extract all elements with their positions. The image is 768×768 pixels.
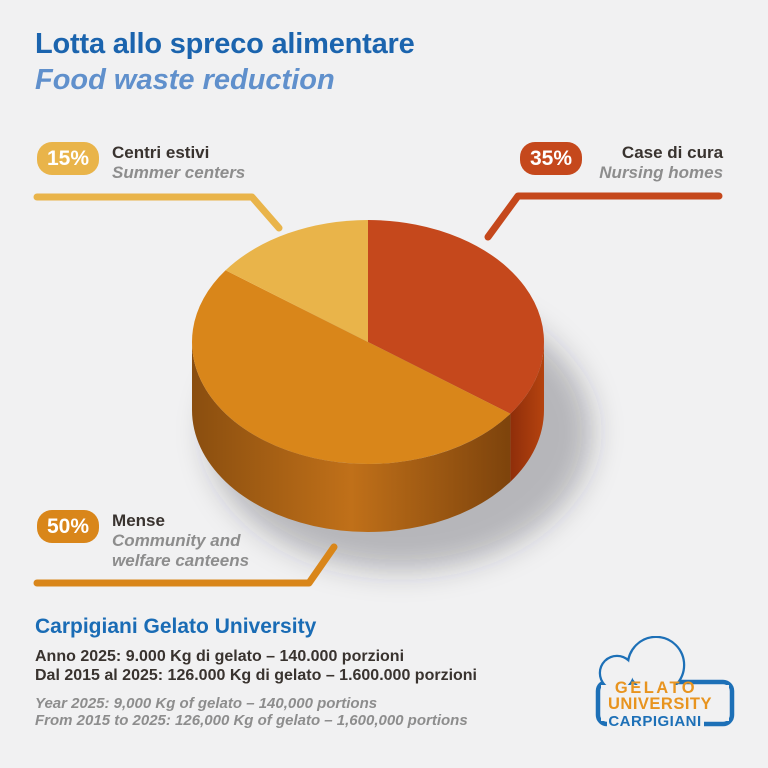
logo-frame-fill — [601, 685, 729, 721]
connector-summer-centers — [33, 193, 283, 232]
label-subtitle-en: Nursing homes — [599, 163, 724, 182]
label-subtitle-en: Community and welfare canteens — [112, 531, 250, 570]
label-nursing-homes: 35% Case di cura Nursing homes — [520, 142, 723, 183]
pie-slice-canteens — [191, 270, 511, 464]
header: Lotta allo spreco alimentare Food waste … — [35, 28, 415, 97]
footer-title: Carpigiani Gelato University — [35, 615, 317, 638]
label-summer-centers: 15% Centri estivi Summer centers — [37, 142, 245, 183]
label-title-it: Centri estivi — [112, 143, 210, 162]
pie-side-nursing-homes — [510, 342, 544, 482]
label-text-nursing-homes: Case di cura Nursing homes — [595, 142, 723, 183]
label-text-summer-centers: Centri estivi Summer centers — [112, 142, 245, 183]
logo-bottom-mask — [607, 716, 704, 730]
stat-range-it: Dal 2015 al 2025: 126.000 Kg di gelato –… — [35, 667, 477, 684]
page-subtitle: Food waste reduction — [35, 64, 335, 96]
connector-canteens — [33, 543, 338, 587]
stat-year-it: Anno 2025: 9.000 Kg di gelato – 140.000 … — [35, 648, 405, 665]
pie-slice-nursing-homes — [368, 220, 544, 414]
logo-line-gelato: GELATO — [615, 679, 697, 697]
connector-nursing-homes — [484, 192, 723, 241]
pct-badge-summer-centers: 15% — [37, 142, 100, 175]
label-text-canteens: Mense Community and welfare canteens — [112, 510, 294, 571]
label-canteens: 50% Mense Community and welfare canteens — [37, 510, 294, 571]
logo-cloud-fill-big — [629, 638, 683, 692]
logo-cloud-fill-small — [601, 657, 633, 689]
pie-slice-summer-centers — [225, 220, 368, 342]
logo-cloud: GELATO UNIVERSITY CARPIGIANI — [595, 635, 735, 730]
label-title-it: Mense — [112, 511, 165, 530]
label-subtitle-en: Summer centers — [112, 163, 246, 182]
logo-line-university: UNIVERSITY — [608, 695, 712, 713]
pie-3d — [191, 220, 592, 570]
gelato-university-logo: GELATO UNIVERSITY CARPIGIANI — [593, 635, 741, 742]
logo-line-carpigiani: CARPIGIANI — [608, 713, 701, 730]
pie-side-canteens — [192, 342, 511, 532]
page-title: Lotta allo spreco alimentare — [35, 28, 415, 60]
footer-stats-en: Year 2025: 9,000 Kg of gelato – 140,000 … — [35, 695, 477, 729]
stat-range-en: From 2015 to 2025: 126,000 Kg of gelato … — [35, 712, 468, 729]
pct-badge-canteens: 50% — [37, 510, 100, 543]
footer-stats: Carpigiani Gelato University Anno 2025: … — [35, 615, 477, 729]
stat-year-en: Year 2025: 9,000 Kg of gelato – 140,000 … — [35, 695, 378, 712]
pct-badge-nursing-homes: 35% — [520, 142, 583, 175]
label-title-it: Case di cura — [621, 143, 724, 162]
